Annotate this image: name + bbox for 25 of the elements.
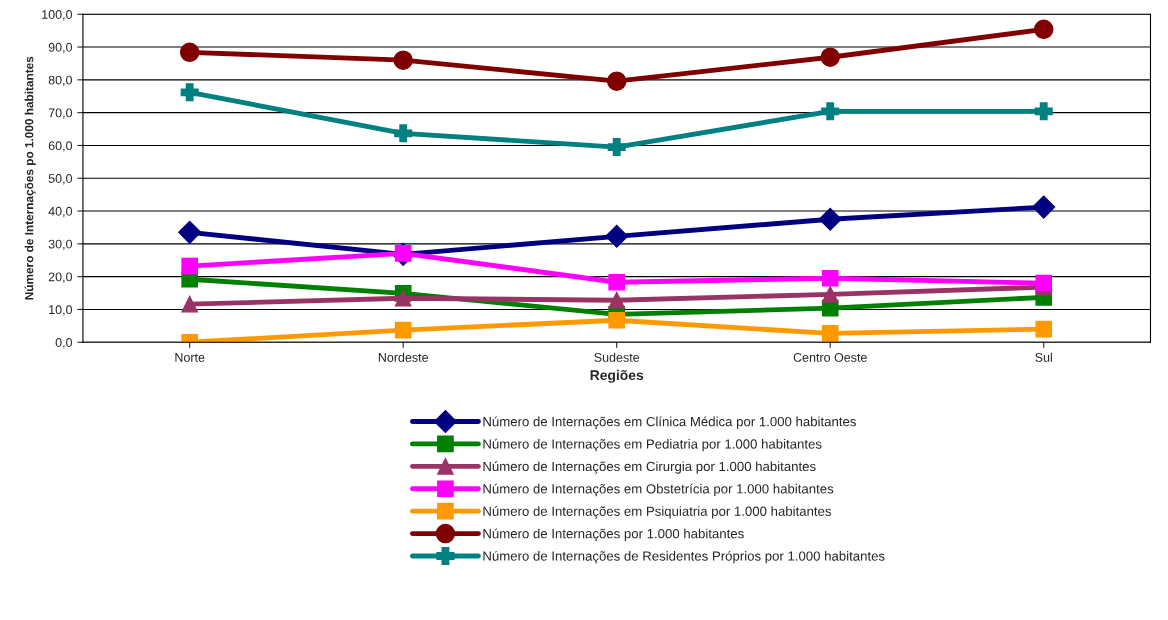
x-tick-label: Nordeste bbox=[378, 352, 428, 362]
legend-label: Número de Internações por 1.000 habitantes bbox=[483, 528, 744, 541]
x-tick-label: Centro Oeste bbox=[793, 352, 867, 362]
legend-label: Número de Internações em Psiquiatria por 1.000 habitantes bbox=[483, 506, 832, 519]
legend-label: Número de Internações em Clínica Médica por 1.000 habitantes bbox=[483, 416, 856, 429]
y-tick-label: 20,0 bbox=[48, 272, 73, 283]
legend-label: Número de Internações em Obstetrícia por 1.000 habitantes bbox=[483, 483, 834, 497]
y-tick-label: 70,0 bbox=[48, 108, 73, 119]
legend-label: Número de Internações de Residentes Próprios por 1.000 habitantes bbox=[483, 550, 885, 564]
y-tick-label: 90,0 bbox=[48, 42, 73, 54]
x-tick-label: Sul bbox=[1035, 352, 1052, 362]
x-tick-label: Sudeste bbox=[594, 352, 640, 362]
legend-label: Número de Internações em Cirurgia por 1.000 habitantes bbox=[483, 461, 816, 474]
y-tick-label: 0,0 bbox=[55, 338, 73, 349]
y-tick-label: 40,0 bbox=[48, 206, 73, 218]
x-tick-label: Norte bbox=[175, 353, 205, 362]
y-tick-label: 10,0 bbox=[49, 305, 73, 316]
legend-label: Número de Internações em Pediatria por 1.000 habitantes bbox=[483, 438, 822, 452]
y-tick-label: 50,0 bbox=[48, 174, 73, 185]
y-tick-label: 60,0 bbox=[48, 141, 73, 152]
y-tick-label: 30,0 bbox=[48, 239, 73, 250]
y-tick-label: 80,0 bbox=[48, 75, 73, 86]
y-axis-title: Número de Internações po 1.000 habitantes bbox=[24, 56, 36, 300]
x-axis-title: Regiões bbox=[590, 369, 644, 383]
y-tick-label: 100,0 bbox=[42, 10, 73, 21]
